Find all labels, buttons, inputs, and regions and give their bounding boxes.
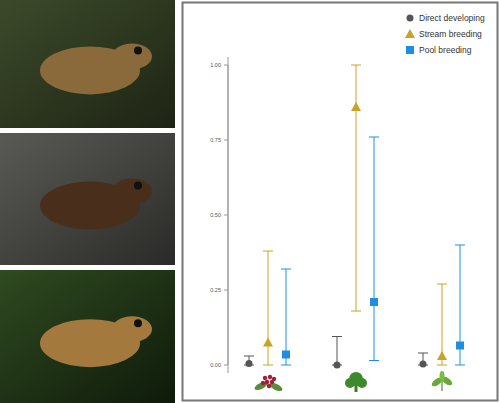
legend-label: Stream breeding	[419, 29, 482, 39]
error-cap-high	[263, 251, 273, 252]
error-cap-high	[418, 353, 428, 354]
error-cap-high	[351, 65, 361, 66]
y-tick-label: 1.00	[210, 62, 221, 68]
figure: 0.00 0.25 0.50 0.75 1.00 Direct developing Str…	[0, 0, 500, 403]
y-tick	[224, 140, 228, 141]
frog-head	[112, 43, 152, 69]
point	[263, 338, 273, 347]
frog-head	[112, 316, 152, 342]
panel-frame	[183, 3, 498, 401]
error-cap-high	[281, 269, 291, 270]
point	[456, 342, 464, 350]
legend-key	[406, 46, 414, 54]
legend: Direct developing Stream breeding Pool bre…	[405, 13, 485, 55]
error-cap-high	[244, 356, 254, 357]
error-line	[374, 137, 375, 361]
y-tick-label: 0.25	[210, 287, 221, 293]
error-cap-low	[351, 311, 361, 312]
y-tick	[224, 365, 228, 366]
error-cap-low	[281, 365, 291, 366]
legend-label: Direct developing	[419, 13, 485, 23]
error-cap-low	[437, 365, 447, 366]
frog-eye	[134, 182, 142, 190]
point	[351, 102, 361, 111]
error-cap-high	[332, 336, 342, 337]
photo	[0, 0, 175, 128]
error-bar	[351, 65, 361, 311]
point	[370, 298, 378, 306]
error-bar	[332, 337, 342, 366]
y-tick	[224, 290, 228, 291]
legend-key	[405, 29, 415, 38]
error-cap-low	[263, 365, 273, 366]
error-bar	[281, 269, 291, 365]
photo	[0, 133, 175, 265]
error-line	[356, 65, 357, 311]
error-line	[268, 251, 269, 365]
error-cap-high	[369, 137, 379, 138]
tea-icon	[430, 371, 453, 391]
tree-icon	[345, 372, 367, 392]
point	[246, 360, 253, 367]
point	[282, 351, 290, 359]
error-bar	[455, 245, 465, 365]
error-cap-high	[455, 245, 465, 246]
error-bar	[369, 137, 379, 361]
point	[437, 351, 447, 360]
y-tick-label: 0.00	[210, 362, 221, 368]
frog-head	[112, 179, 152, 205]
legend-label: Pool breeding	[419, 45, 472, 55]
error-line	[337, 337, 338, 366]
legend-key	[407, 15, 414, 22]
frog-eye	[134, 319, 142, 327]
y-tick-label: 0.50	[210, 212, 221, 218]
error-cap-high	[437, 284, 447, 285]
coffee-icon	[253, 375, 283, 393]
photo	[0, 270, 175, 403]
error-cap-low	[455, 365, 465, 366]
y-tick-label: 0.75	[210, 137, 221, 143]
error-bar	[437, 284, 447, 365]
error-cap-low	[369, 360, 379, 361]
point	[420, 361, 427, 368]
point	[334, 362, 341, 369]
error-bar	[263, 251, 273, 365]
y-tick	[224, 65, 228, 66]
y-tick	[224, 215, 228, 216]
marks	[244, 65, 465, 369]
frog-eye	[134, 46, 142, 54]
